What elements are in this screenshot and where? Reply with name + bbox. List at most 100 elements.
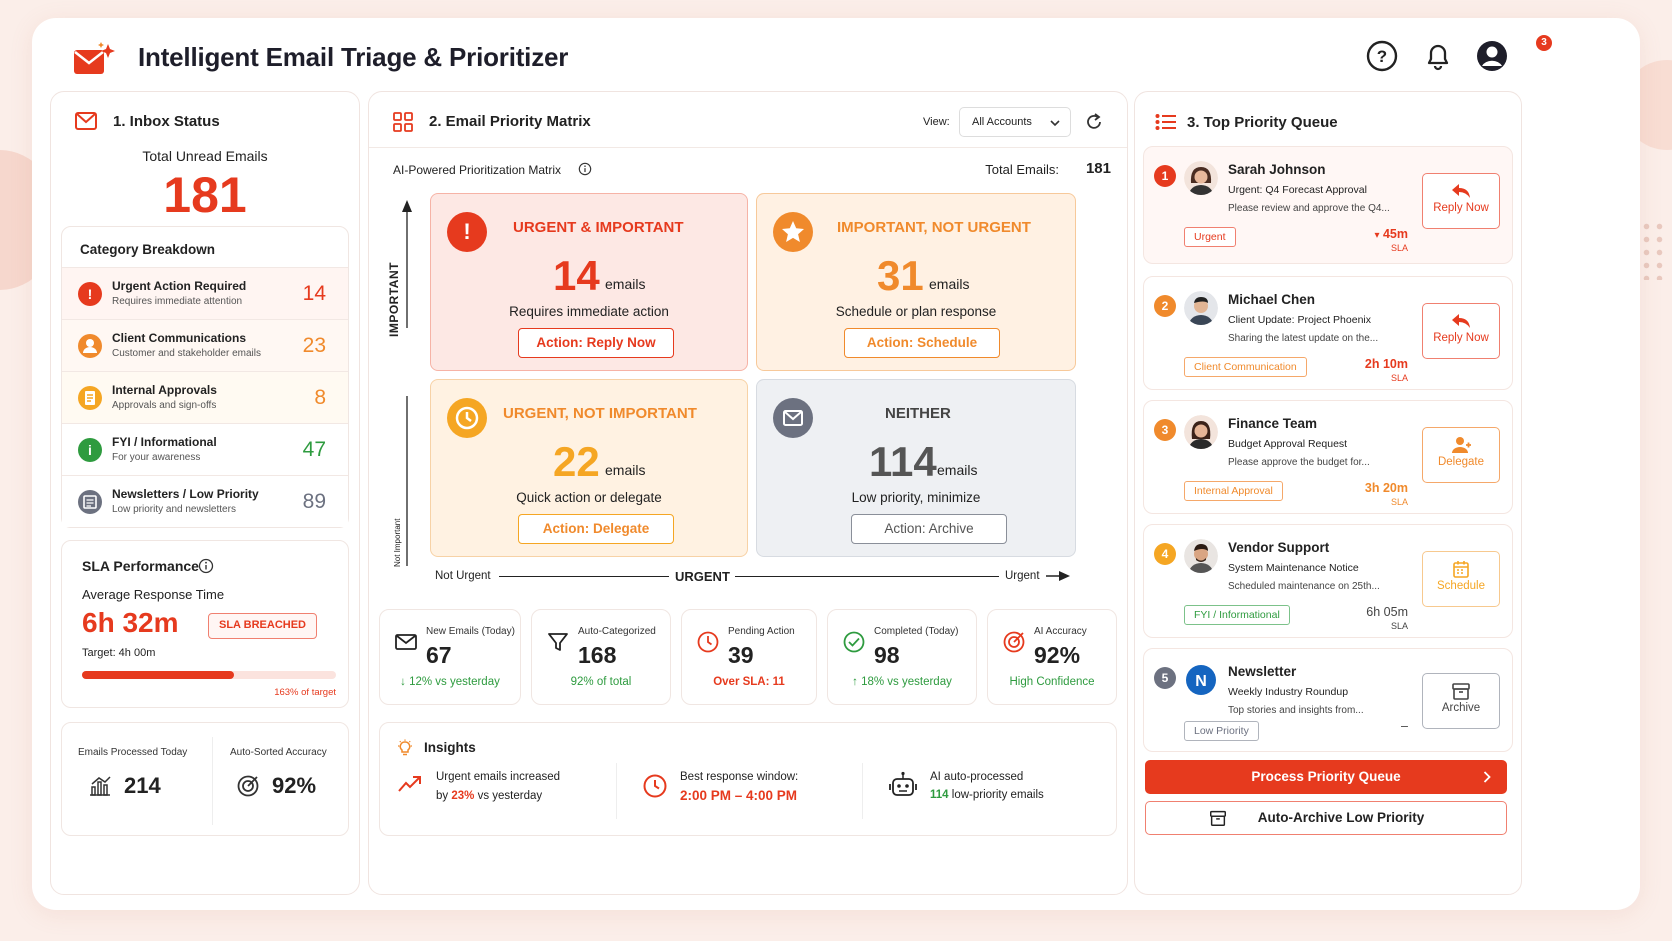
info-circle-icon[interactable] bbox=[198, 558, 214, 574]
accuracy-label: Auto-Sorted Accuracy bbox=[230, 747, 327, 758]
quadrant-urgent-important[interactable]: ! URGENT & IMPORTANT 14 emails Requires … bbox=[430, 193, 748, 371]
bell-icon[interactable] bbox=[1420, 38, 1456, 74]
category-title: Client Communications bbox=[112, 331, 247, 345]
insight-percent: 23% bbox=[451, 790, 475, 802]
stat-subtext: ↓ 12% vs yesterday bbox=[400, 676, 500, 688]
quadrant-title: URGENT, NOT IMPORTANT bbox=[503, 405, 697, 422]
email-preview: Scheduled maintenance on 25th... bbox=[1228, 581, 1380, 592]
queue-item[interactable]: 5 N Newsletter Weekly Industry Roundup T… bbox=[1143, 648, 1513, 752]
delegate-button[interactable]: Delegate bbox=[1422, 427, 1500, 483]
divider bbox=[369, 147, 1127, 148]
mail-icon bbox=[75, 112, 97, 130]
sender-name: Sarah Johnson bbox=[1228, 162, 1326, 177]
email-preview: Sharing the latest update on the... bbox=[1228, 333, 1379, 344]
y-axis-label-not-important: Not Important bbox=[393, 518, 402, 567]
archive-action-button[interactable]: Action: Archive bbox=[851, 514, 1007, 544]
avatar bbox=[1184, 291, 1218, 325]
insight-text: low-priority emails bbox=[951, 789, 1044, 801]
sla-label: SLA bbox=[1390, 373, 1408, 383]
category-tag: Low Priority bbox=[1184, 721, 1259, 741]
category-subtitle: Requires immediate attention bbox=[112, 296, 243, 307]
insight-urgent-line2: by 23% vs yesterday bbox=[436, 790, 542, 802]
button-label: Auto-Archive Low Priority bbox=[1257, 810, 1425, 825]
quadrant-urgent-not-important[interactable]: URGENT, NOT IMPORTANT 22 emails Quick ac… bbox=[430, 379, 748, 557]
insight-window-value: 2:00 PM – 4:00 PM bbox=[680, 788, 798, 803]
queue-item[interactable]: 1 Sarah Johnson Urgent: Q4 Forecast Appr… bbox=[1143, 146, 1513, 264]
category-row-newsletters[interactable]: Newsletters / Low Priority Low priority … bbox=[62, 475, 348, 527]
list-icon bbox=[1155, 114, 1176, 130]
stat-subtext: ↑ 18% vs yesterday bbox=[852, 676, 952, 688]
category-count: 23 bbox=[302, 334, 326, 357]
insights-title: Insights bbox=[424, 740, 476, 755]
user-avatar-icon[interactable] bbox=[1474, 38, 1510, 74]
queue-item[interactable]: 2 Michael Chen Client Update: Project Ph… bbox=[1143, 276, 1513, 390]
alert-icon: ! bbox=[447, 212, 487, 252]
total-emails-value: 181 bbox=[1085, 160, 1111, 177]
arrow-right-icon bbox=[1046, 571, 1070, 581]
stat-new-emails: New Emails (Today) 67 ↓ 12% vs yesterday bbox=[379, 609, 521, 705]
process-priority-queue-button[interactable]: Process Priority Queue bbox=[1145, 760, 1507, 794]
stat-subtext: 92% of total bbox=[570, 676, 632, 688]
auto-archive-button[interactable]: Auto-Archive Low Priority bbox=[1145, 801, 1507, 835]
x-axis-label-urgent: Urgent bbox=[1005, 570, 1040, 582]
refresh-icon[interactable] bbox=[1084, 112, 1104, 132]
reply-now-button[interactable]: Reply Now bbox=[1422, 303, 1500, 359]
stat-label: AI Accuracy bbox=[1034, 626, 1087, 637]
category-row-client[interactable]: Client Communications Customer and stake… bbox=[62, 319, 348, 371]
clock-icon bbox=[697, 631, 719, 653]
target-icon bbox=[237, 775, 259, 797]
view-select[interactable]: All Accounts bbox=[959, 107, 1071, 137]
sla-label: SLA bbox=[1390, 621, 1408, 631]
archive-button[interactable]: Archive bbox=[1422, 673, 1500, 729]
queue-item[interactable]: 3 Finance Team Budget Approval Request P… bbox=[1143, 400, 1513, 514]
schedule-action-button[interactable]: Action: Schedule bbox=[844, 328, 1000, 358]
category-row-fyi[interactable]: i FYI / Informational For your awareness… bbox=[62, 423, 348, 475]
reply-now-action-button[interactable]: Action: Reply Now bbox=[518, 328, 674, 358]
quadrant-neither[interactable]: NEITHER 114 emails Low priority, minimiz… bbox=[756, 379, 1076, 557]
total-emails-label: Total Emails: bbox=[985, 162, 1059, 177]
stat-label: New Emails (Today) bbox=[426, 626, 515, 637]
reply-now-button[interactable]: Reply Now bbox=[1422, 173, 1500, 229]
quadrant-title: URGENT & IMPORTANT bbox=[513, 219, 684, 236]
info-circle-icon[interactable] bbox=[578, 162, 592, 176]
processed-summary-card: Emails Processed Today 214 Auto-Sorted A… bbox=[61, 722, 349, 836]
star-icon bbox=[773, 212, 813, 252]
email-subject: Budget Approval Request bbox=[1228, 438, 1348, 450]
quadrant-important-not-urgent[interactable]: IMPORTANT, NOT URGENT 31 emails Schedule… bbox=[756, 193, 1076, 371]
quadrant-title: NEITHER bbox=[885, 405, 951, 422]
x-axis-line bbox=[735, 576, 999, 577]
category-row-urgent[interactable]: ! Urgent Action Required Requires immedi… bbox=[62, 267, 348, 319]
sla-breached-badge: SLA BREACHED bbox=[208, 613, 317, 639]
clock-icon bbox=[643, 774, 667, 798]
insight-window-label: Best response window: bbox=[680, 771, 799, 783]
stat-value: 39 bbox=[728, 642, 754, 668]
stat-auto-categorized: Auto-Categorized 168 92% of total bbox=[531, 609, 671, 705]
queue-item[interactable]: 4 Vendor Support System Maintenance Noti… bbox=[1143, 524, 1513, 638]
delegate-action-button[interactable]: Action: Delegate bbox=[518, 514, 674, 544]
queue-rank-badge: 2 bbox=[1154, 295, 1176, 317]
category-title: Urgent Action Required bbox=[112, 279, 247, 293]
help-icon[interactable]: ? bbox=[1364, 38, 1400, 74]
sla-label: SLA bbox=[1390, 243, 1408, 253]
category-row-approvals[interactable]: Internal Approvals Approvals and sign-of… bbox=[62, 371, 348, 423]
mail-icon bbox=[773, 398, 813, 438]
panel-title: 3. Top Priority Queue bbox=[1187, 114, 1338, 131]
processed-value: 214 bbox=[124, 773, 161, 798]
inbox-status-panel: 1. Inbox Status Total Unread Emails 181 … bbox=[50, 91, 360, 895]
action-label: Schedule bbox=[1437, 580, 1485, 592]
check-circle-icon bbox=[843, 631, 865, 653]
sla-performance-card: SLA Performance Average Response Time 6h… bbox=[61, 540, 349, 708]
action-label: Delegate bbox=[1437, 456, 1485, 468]
delegate-user-icon bbox=[1452, 437, 1471, 453]
sla-label: SLA bbox=[1390, 497, 1408, 507]
schedule-button[interactable]: Schedule bbox=[1422, 551, 1500, 607]
category-breakdown-card: Category Breakdown ! Urgent Action Requi… bbox=[61, 226, 349, 528]
insight-urgent-line1: Urgent emails increased bbox=[436, 771, 561, 783]
priority-matrix-panel: 2. Email Priority Matrix View: All Accou… bbox=[368, 91, 1128, 895]
sla-title: SLA Performance bbox=[82, 558, 199, 574]
avg-response-value: 6h 32m bbox=[82, 607, 179, 638]
archive-icon bbox=[1210, 810, 1226, 826]
newsletter-icon bbox=[78, 490, 102, 514]
sla-badge-text: SLA BREACHED bbox=[219, 619, 306, 631]
quadrant-count: 31 bbox=[877, 252, 924, 299]
